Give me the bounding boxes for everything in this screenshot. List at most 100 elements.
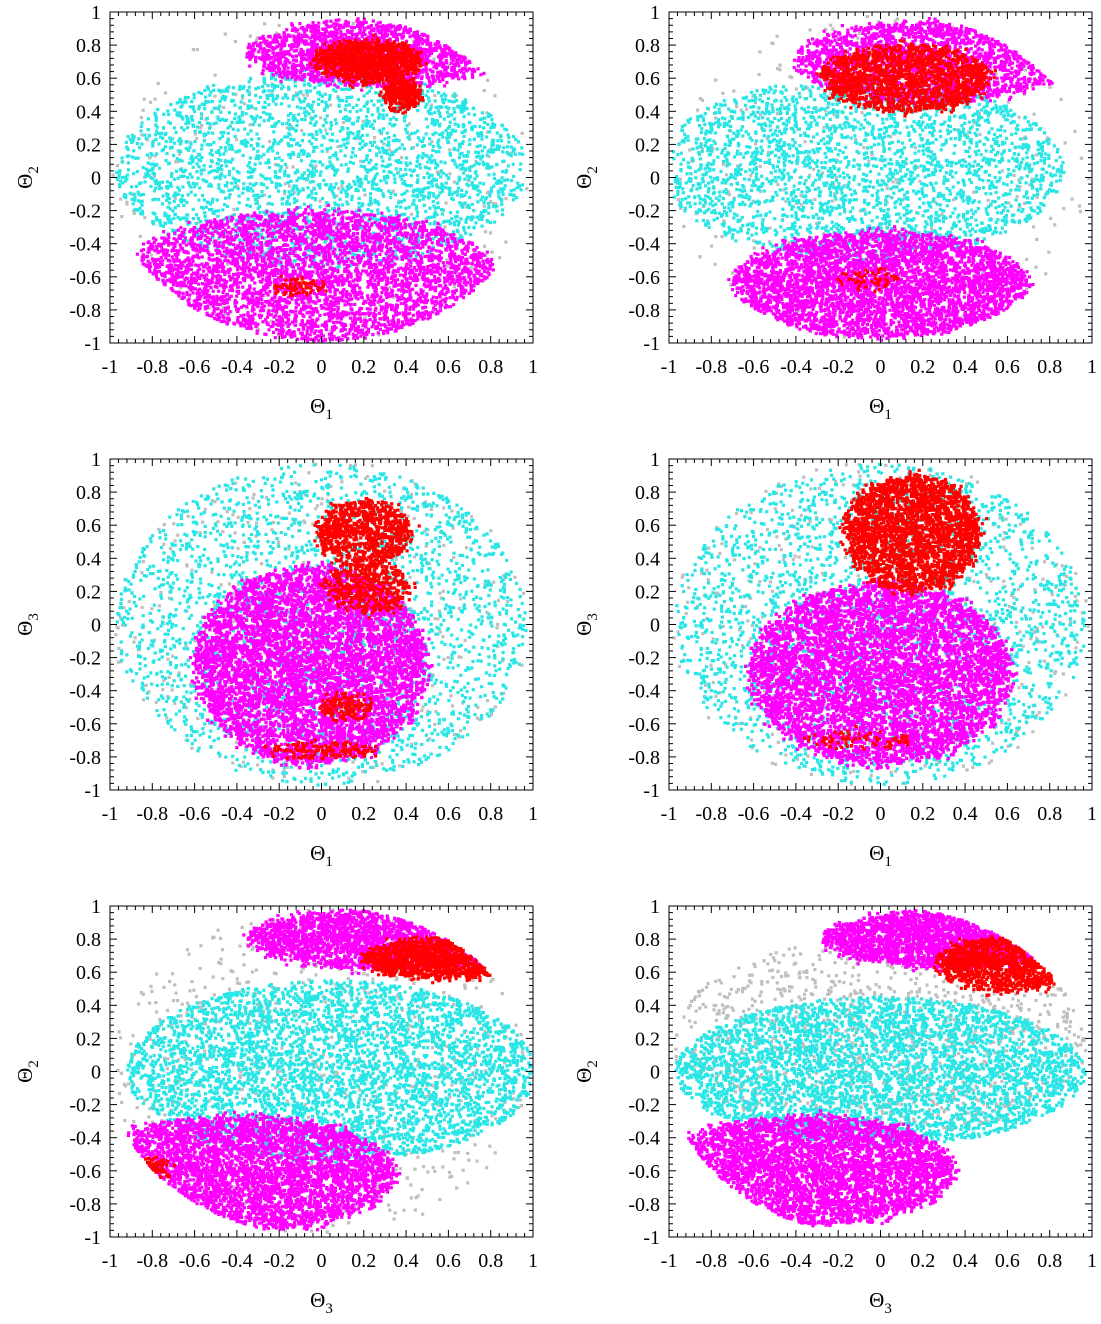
point xyxy=(289,112,292,115)
point xyxy=(177,204,180,207)
point xyxy=(378,129,381,132)
point xyxy=(425,132,428,135)
point xyxy=(288,252,291,255)
point xyxy=(357,98,360,101)
point xyxy=(506,145,509,148)
point xyxy=(194,194,197,197)
point xyxy=(166,180,169,183)
point xyxy=(358,209,361,212)
point xyxy=(370,86,373,89)
point xyxy=(412,189,415,192)
point xyxy=(198,186,201,189)
point xyxy=(338,104,341,107)
point xyxy=(287,132,290,135)
point xyxy=(281,85,284,88)
point xyxy=(221,208,224,211)
point xyxy=(299,100,302,103)
point xyxy=(223,119,226,122)
point xyxy=(432,57,435,60)
point xyxy=(223,310,226,313)
point xyxy=(285,202,288,205)
point xyxy=(371,113,374,116)
point xyxy=(448,190,451,193)
point xyxy=(482,182,485,185)
point xyxy=(171,228,174,231)
point xyxy=(333,325,336,328)
point xyxy=(411,170,414,173)
point xyxy=(521,132,524,135)
point xyxy=(246,104,249,107)
point xyxy=(520,188,523,191)
point xyxy=(395,167,398,170)
point xyxy=(354,183,357,186)
point xyxy=(410,174,413,177)
point xyxy=(173,126,176,129)
point xyxy=(471,215,474,218)
point xyxy=(442,209,445,212)
point xyxy=(195,137,198,140)
point xyxy=(305,110,308,113)
point xyxy=(432,205,435,208)
point xyxy=(341,338,344,341)
point xyxy=(202,168,205,171)
point xyxy=(301,174,304,177)
point xyxy=(285,122,288,125)
point xyxy=(204,101,207,104)
point xyxy=(391,124,394,127)
point xyxy=(389,118,392,121)
point xyxy=(385,245,388,248)
point xyxy=(231,158,234,161)
point xyxy=(324,118,327,121)
point xyxy=(226,181,229,184)
point xyxy=(153,172,156,175)
point xyxy=(449,211,452,214)
point xyxy=(446,133,449,136)
point xyxy=(291,189,294,192)
point xyxy=(216,297,219,300)
point xyxy=(275,239,278,242)
point xyxy=(321,150,324,153)
point xyxy=(173,142,176,145)
point xyxy=(312,100,315,103)
point xyxy=(236,150,239,153)
point xyxy=(404,114,407,117)
point xyxy=(310,238,313,241)
point xyxy=(456,211,459,214)
point xyxy=(404,173,407,176)
point xyxy=(479,144,482,147)
point xyxy=(463,115,466,118)
point xyxy=(507,136,510,139)
point xyxy=(288,203,291,206)
point xyxy=(378,150,381,153)
point xyxy=(210,110,213,113)
point xyxy=(447,187,450,190)
point xyxy=(145,168,148,171)
point xyxy=(336,270,339,273)
point xyxy=(266,84,269,87)
point xyxy=(303,177,306,180)
point xyxy=(379,179,382,182)
point xyxy=(347,134,350,137)
point xyxy=(236,262,239,265)
point xyxy=(450,113,453,116)
point xyxy=(401,234,404,237)
point xyxy=(164,91,167,94)
point xyxy=(395,148,398,151)
point xyxy=(500,203,503,206)
point xyxy=(448,172,451,175)
point xyxy=(384,222,387,225)
point xyxy=(184,122,187,125)
point xyxy=(388,158,391,161)
point xyxy=(430,298,433,301)
point xyxy=(327,204,330,207)
point xyxy=(329,239,332,242)
point xyxy=(359,320,362,323)
point xyxy=(216,115,219,118)
point xyxy=(248,86,251,89)
point xyxy=(133,196,136,199)
point xyxy=(305,256,308,259)
point xyxy=(405,304,408,307)
point xyxy=(311,136,314,139)
point xyxy=(124,175,127,178)
point xyxy=(438,112,441,115)
